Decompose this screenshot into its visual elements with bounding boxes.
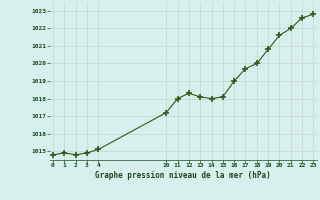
- X-axis label: Graphe pression niveau de la mer (hPa): Graphe pression niveau de la mer (hPa): [95, 171, 271, 180]
